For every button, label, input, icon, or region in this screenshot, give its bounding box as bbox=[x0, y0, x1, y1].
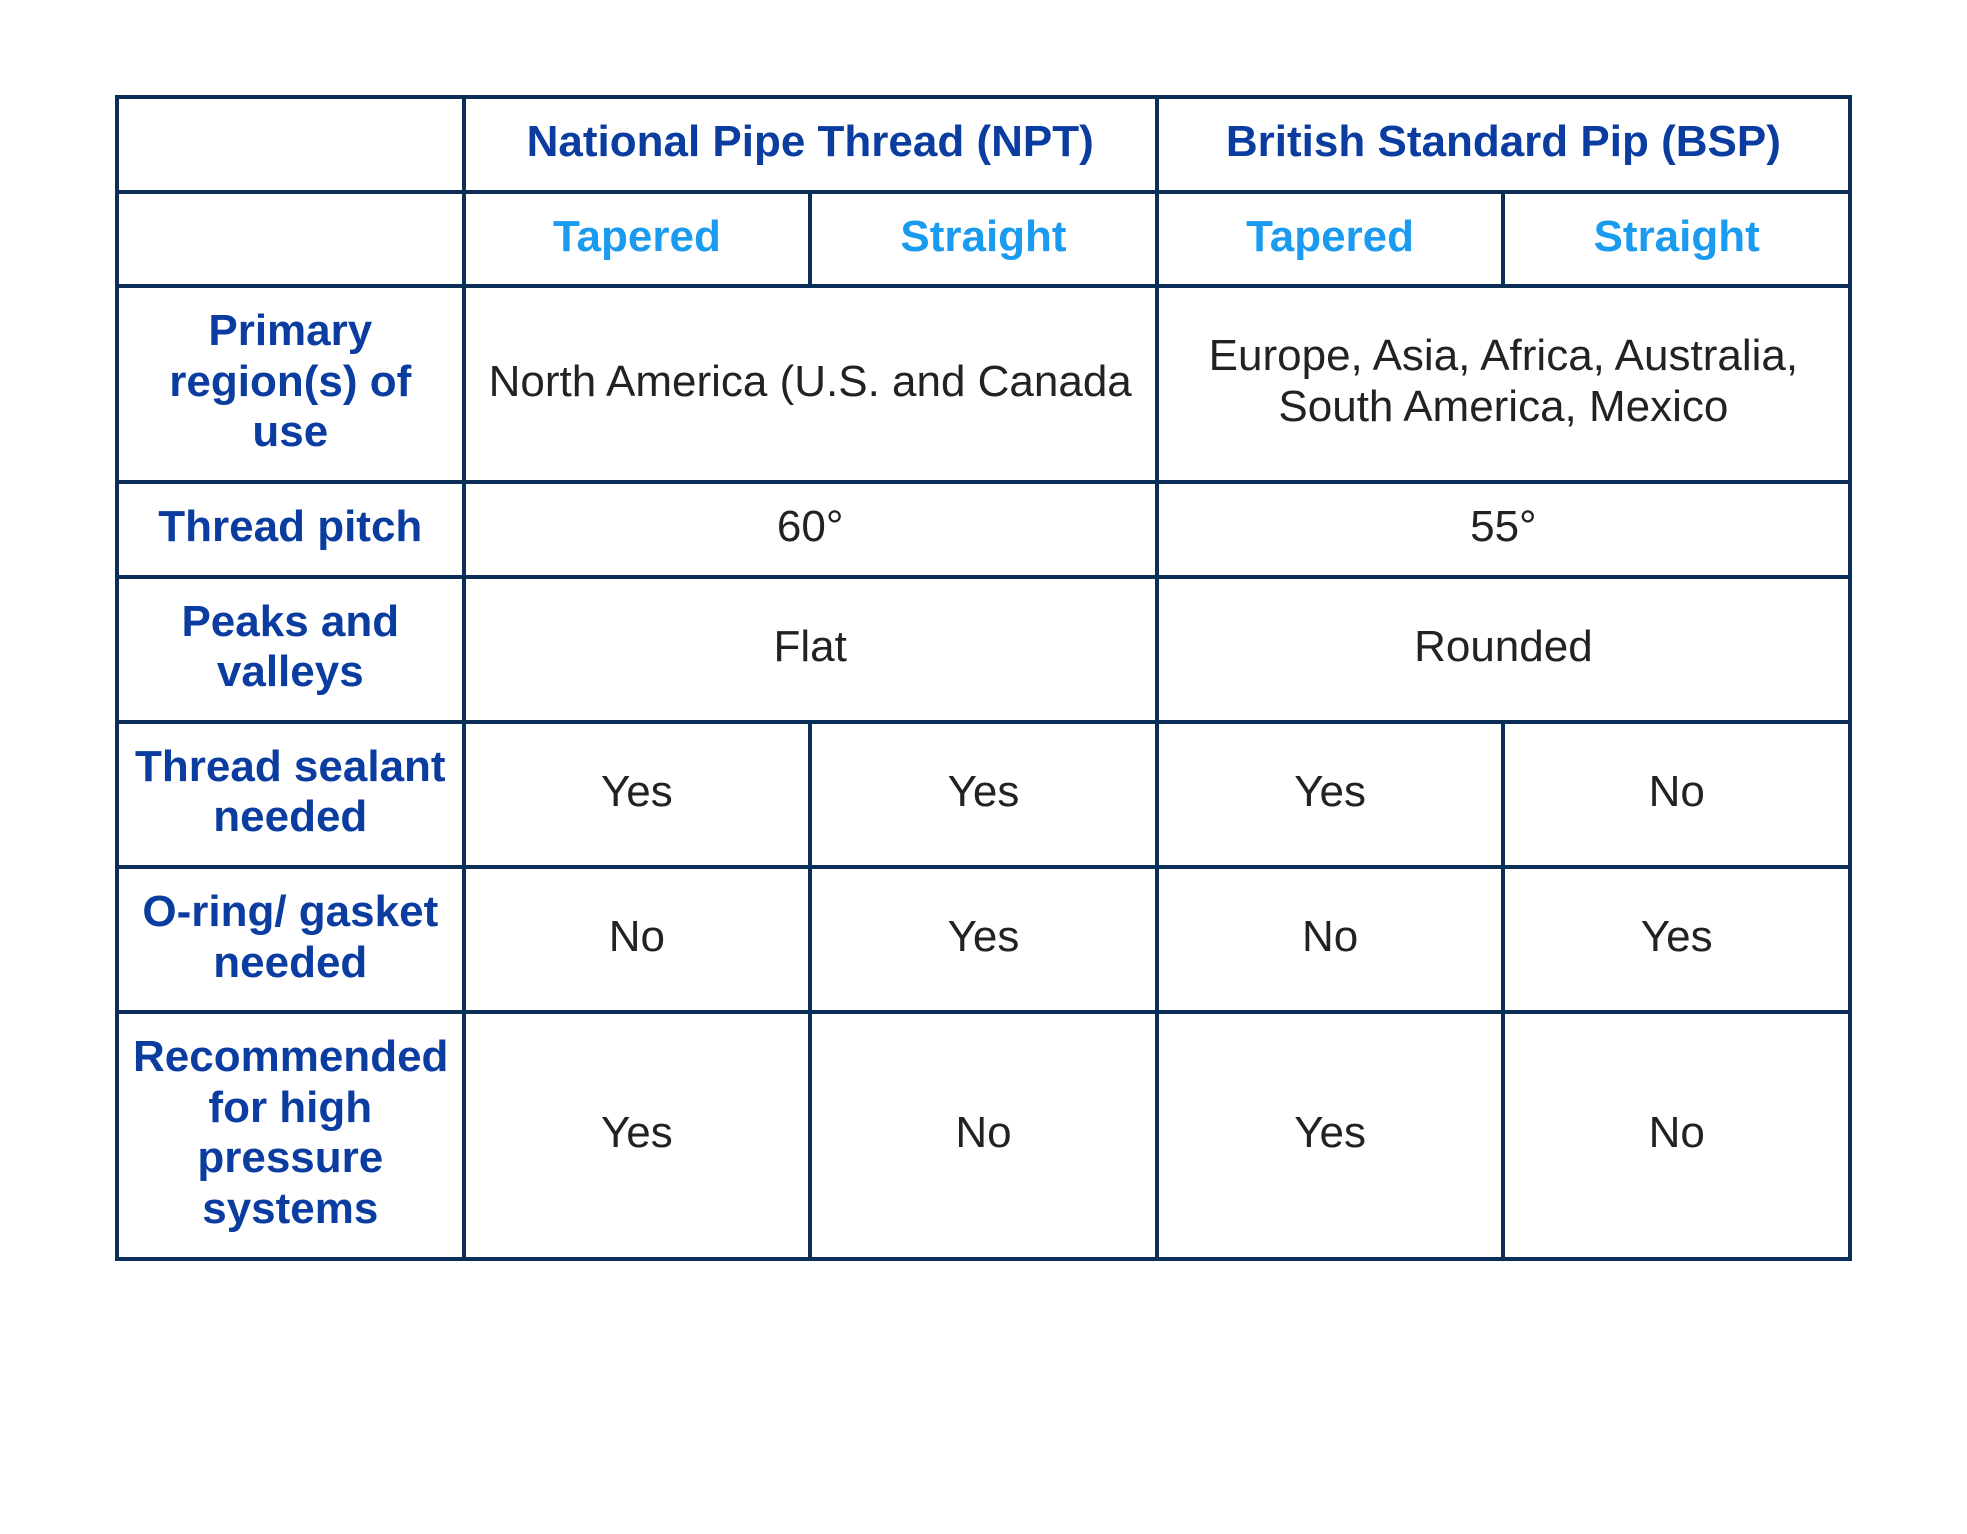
row-highpressure: Recommended for high pressure systems Ye… bbox=[117, 1012, 1850, 1258]
header-empty-sub bbox=[117, 192, 464, 287]
cell-sealant-npt-tapered: Yes bbox=[464, 722, 811, 867]
row-label-pitch: Thread pitch bbox=[117, 482, 464, 577]
cell-highpressure-bsp-tapered: Yes bbox=[1157, 1012, 1504, 1258]
cell-oring-npt-straight: Yes bbox=[810, 867, 1157, 1012]
table-header-row-1: National Pipe Thread (NPT) British Stand… bbox=[117, 97, 1850, 192]
cell-sealant-npt-straight: Yes bbox=[810, 722, 1157, 867]
cell-sealant-bsp-tapered: Yes bbox=[1157, 722, 1504, 867]
row-label-region: Primary region(s) of use bbox=[117, 286, 464, 482]
row-label-sealant: Thread sealant needed bbox=[117, 722, 464, 867]
subheader-npt-straight: Straight bbox=[810, 192, 1157, 287]
table-header-row-2: Tapered Straight Tapered Straight bbox=[117, 192, 1850, 287]
comparison-table: National Pipe Thread (NPT) British Stand… bbox=[115, 95, 1852, 1261]
row-pitch: Thread pitch 60° 55° bbox=[117, 482, 1850, 577]
cell-region-npt: North America (U.S. and Canada bbox=[464, 286, 1157, 482]
cell-pitch-bsp: 55° bbox=[1157, 482, 1850, 577]
header-bsp: British Standard Pip (BSP) bbox=[1157, 97, 1850, 192]
cell-oring-bsp-straight: Yes bbox=[1503, 867, 1850, 1012]
subheader-bsp-straight: Straight bbox=[1503, 192, 1850, 287]
cell-pitch-npt: 60° bbox=[464, 482, 1157, 577]
cell-sealant-bsp-straight: No bbox=[1503, 722, 1850, 867]
cell-highpressure-npt-straight: No bbox=[810, 1012, 1157, 1258]
subheader-bsp-tapered: Tapered bbox=[1157, 192, 1504, 287]
cell-peaks-bsp: Rounded bbox=[1157, 577, 1850, 722]
subheader-npt-tapered: Tapered bbox=[464, 192, 811, 287]
row-sealant: Thread sealant needed Yes Yes Yes No bbox=[117, 722, 1850, 867]
cell-highpressure-bsp-straight: No bbox=[1503, 1012, 1850, 1258]
cell-region-bsp: Europe, Asia, Africa, Australia, South A… bbox=[1157, 286, 1850, 482]
page: National Pipe Thread (NPT) British Stand… bbox=[0, 0, 1967, 1534]
row-label-oring: O-ring/ gasket needed bbox=[117, 867, 464, 1012]
cell-oring-bsp-tapered: No bbox=[1157, 867, 1504, 1012]
header-empty-top bbox=[117, 97, 464, 192]
cell-oring-npt-tapered: No bbox=[464, 867, 811, 1012]
cell-highpressure-npt-tapered: Yes bbox=[464, 1012, 811, 1258]
cell-peaks-npt: Flat bbox=[464, 577, 1157, 722]
header-npt: National Pipe Thread (NPT) bbox=[464, 97, 1157, 192]
row-peaks: Peaks and valleys Flat Rounded bbox=[117, 577, 1850, 722]
row-label-peaks: Peaks and valleys bbox=[117, 577, 464, 722]
row-oring: O-ring/ gasket needed No Yes No Yes bbox=[117, 867, 1850, 1012]
row-label-highpressure: Recommended for high pressure systems bbox=[117, 1012, 464, 1258]
row-region: Primary region(s) of use North America (… bbox=[117, 286, 1850, 482]
